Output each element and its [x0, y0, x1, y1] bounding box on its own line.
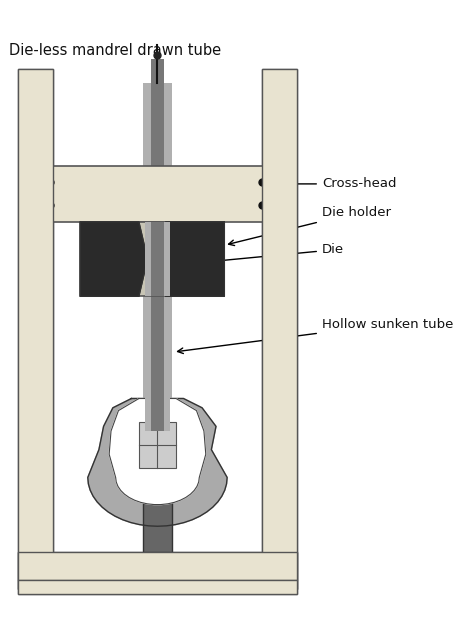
FancyBboxPatch shape: [146, 384, 170, 431]
FancyBboxPatch shape: [151, 384, 164, 431]
FancyBboxPatch shape: [18, 69, 54, 589]
FancyBboxPatch shape: [146, 222, 170, 297]
FancyBboxPatch shape: [18, 580, 297, 594]
FancyBboxPatch shape: [18, 552, 297, 580]
FancyBboxPatch shape: [18, 69, 54, 589]
FancyBboxPatch shape: [81, 222, 224, 297]
FancyBboxPatch shape: [18, 552, 297, 580]
FancyBboxPatch shape: [38, 166, 266, 222]
Text: Die holder: Die holder: [228, 206, 391, 246]
FancyBboxPatch shape: [18, 580, 297, 594]
Polygon shape: [88, 399, 227, 526]
Text: Die-less mandrel drawn tube: Die-less mandrel drawn tube: [9, 43, 221, 58]
FancyBboxPatch shape: [151, 60, 164, 561]
FancyBboxPatch shape: [262, 69, 297, 589]
FancyBboxPatch shape: [139, 422, 176, 468]
Polygon shape: [81, 222, 152, 297]
Polygon shape: [154, 222, 224, 297]
Text: Cross-head: Cross-head: [266, 177, 396, 191]
Text: Die: Die: [191, 243, 344, 266]
Text: Hollow sunken tube: Hollow sunken tube: [178, 318, 453, 354]
Polygon shape: [109, 399, 206, 505]
FancyBboxPatch shape: [143, 482, 173, 552]
FancyBboxPatch shape: [151, 222, 164, 297]
FancyBboxPatch shape: [262, 69, 297, 589]
FancyBboxPatch shape: [143, 83, 173, 538]
